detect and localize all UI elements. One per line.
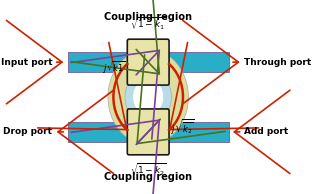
Circle shape (108, 49, 188, 145)
Circle shape (125, 69, 171, 125)
Bar (68, 122, 229, 142)
Text: Coupling region: Coupling region (104, 12, 192, 22)
Text: Through port: Through port (244, 58, 311, 67)
Text: $\sqrt{1-k_2}$: $\sqrt{1-k_2}$ (130, 162, 167, 178)
Text: $j\sqrt{k1}$: $j\sqrt{k1}$ (103, 59, 126, 76)
Bar (68, 52, 229, 72)
Text: Drop port: Drop port (3, 127, 52, 136)
Text: Add port: Add port (244, 127, 288, 136)
Circle shape (133, 79, 164, 115)
Text: $j\sqrt{\overline{k_2}}$: $j\sqrt{\overline{k_2}}$ (171, 117, 194, 136)
FancyBboxPatch shape (127, 109, 169, 155)
Text: Input port: Input port (1, 58, 52, 67)
Text: Coupling region: Coupling region (104, 172, 192, 182)
Text: $\sqrt{1-k_1}$: $\sqrt{1-k_1}$ (130, 16, 167, 32)
FancyBboxPatch shape (127, 39, 169, 85)
